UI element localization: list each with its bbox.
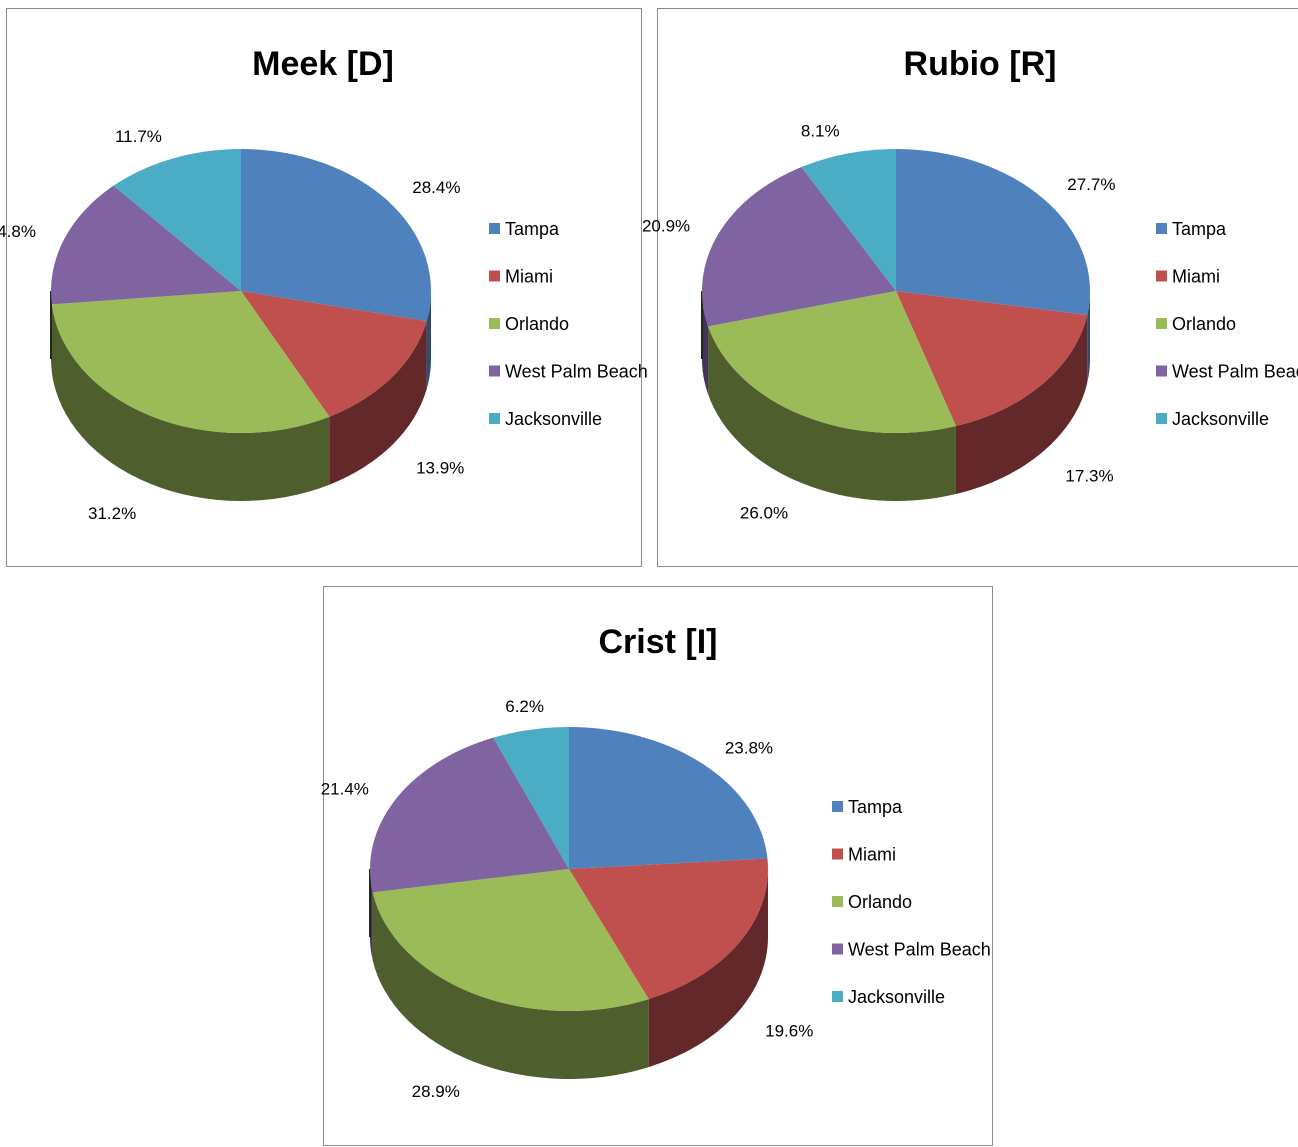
legend-label-orlando: Orlando bbox=[505, 314, 569, 334]
pie-slice-orlando bbox=[51, 291, 330, 433]
data-label-orlando: 28.9% bbox=[412, 1082, 460, 1101]
legend-label-tampa: Tampa bbox=[505, 219, 560, 239]
data-label-miami: 19.6% bbox=[765, 1022, 813, 1041]
legend-swatch-miami bbox=[1156, 270, 1167, 282]
legend: Tampa Miami Orlando West Palm Beach Jacksonv… bbox=[832, 797, 991, 1007]
pie-side-miami bbox=[955, 314, 1088, 495]
pie-side-miami bbox=[648, 869, 768, 1068]
legend-swatch-west-palm-beach bbox=[489, 365, 500, 377]
data-label-jacksonville: 11.7% bbox=[115, 127, 162, 146]
pie-side-orlando bbox=[372, 892, 649, 1079]
legend-label-tampa: Tampa bbox=[848, 797, 903, 817]
legend-label-miami: Miami bbox=[1172, 267, 1220, 287]
legend-label-orlando: Orlando bbox=[848, 892, 912, 912]
pie-slice-west-palm-beach bbox=[51, 185, 242, 305]
pie-slice-tampa bbox=[241, 149, 431, 322]
legend-label-west-palm-beach: West Palm Beach bbox=[505, 362, 648, 382]
data-label-miami: 13.9% bbox=[416, 459, 464, 478]
legend-label-orlando: Orlando bbox=[1172, 314, 1236, 334]
pie-side-tampa bbox=[1087, 291, 1090, 383]
data-label-west-palm-beach: 21.4% bbox=[321, 779, 369, 798]
legend-swatch-west-palm-beach bbox=[832, 943, 843, 955]
data-label-miami: 17.3% bbox=[1065, 467, 1113, 486]
pie-slice-tampa bbox=[569, 727, 768, 869]
chart-title: Crist [I] bbox=[599, 623, 718, 661]
pie-chart-meek: 28.4% 13.9% 31.2% 14.8% 11.7% Meek [D] Tampa Mi… bbox=[0, 45, 648, 523]
legend-label-jacksonville: Jacksonville bbox=[505, 409, 602, 429]
chart-panel-meek: 28.4% 13.9% 31.2% 14.8% 11.7% Meek [D] Tampa Mi… bbox=[0, 8, 648, 567]
pie-slice-miami bbox=[569, 858, 768, 1000]
legend-swatch-orlando bbox=[832, 896, 843, 907]
legend-label-west-palm-beach: West Palm Beach bbox=[848, 940, 991, 960]
legend-swatch-orlando bbox=[1156, 318, 1167, 329]
legend-label-west-palm-beach: West Palm Beach bbox=[1172, 362, 1298, 382]
pie-slice-miami bbox=[896, 291, 1088, 427]
pie-side-miami bbox=[329, 321, 427, 485]
pie-slice-orlando bbox=[708, 291, 956, 433]
legend-swatch-jacksonville bbox=[489, 413, 500, 424]
pie-chart-crist: 23.8% 19.6% 28.9% 21.4% 6.2% Crist [I] Tampa Mi… bbox=[321, 623, 991, 1101]
chart-title: Rubio [R] bbox=[904, 45, 1057, 83]
legend-label-jacksonville: Jacksonville bbox=[848, 987, 945, 1007]
data-label-jacksonville: 6.2% bbox=[505, 697, 544, 716]
data-label-west-palm-beach: 14.8% bbox=[0, 222, 36, 241]
legend-swatch-jacksonville bbox=[832, 991, 843, 1002]
data-label-tampa: 23.8% bbox=[725, 738, 773, 757]
data-label-tampa: 27.7% bbox=[1067, 175, 1115, 194]
data-label-orlando: 31.2% bbox=[88, 504, 136, 523]
legend-swatch-west-palm-beach bbox=[1156, 365, 1167, 377]
legend-swatch-tampa bbox=[489, 223, 500, 234]
pie-side-tampa bbox=[426, 291, 431, 390]
data-label-west-palm-beach: 20.9% bbox=[642, 217, 690, 236]
legend-swatch-tampa bbox=[832, 801, 843, 812]
legend-label-miami: Miami bbox=[848, 845, 896, 865]
legend-swatch-tampa bbox=[1156, 223, 1167, 234]
pie-slice-orlando bbox=[372, 869, 649, 1011]
legend: Tampa Miami Orlando West Palm Beach Jacksonv… bbox=[489, 219, 648, 429]
chart-panel-crist: 23.8% 19.6% 28.9% 21.4% 6.2% Crist [I] Tampa Mi… bbox=[321, 586, 993, 1146]
chart-title: Meek [D] bbox=[252, 45, 394, 83]
legend-swatch-orlando bbox=[489, 318, 500, 329]
data-label-jacksonville: 8.1% bbox=[801, 121, 840, 140]
pie-chart-rubio: 27.7% 17.3% 26.0% 20.9% 8.1% Rubio [R] Tampa Mi… bbox=[642, 45, 1298, 522]
pie-side-orlando bbox=[51, 304, 330, 501]
pie-slice-west-palm-beach bbox=[370, 737, 569, 893]
legend-swatch-jacksonville bbox=[1156, 413, 1167, 424]
chart-panel-rubio: 27.7% 17.3% 26.0% 20.9% 8.1% Rubio [R] Tampa Mi… bbox=[642, 8, 1298, 567]
legend-label-miami: Miami bbox=[505, 267, 553, 287]
legend-label-tampa: Tampa bbox=[1172, 219, 1227, 239]
legend: Tampa Miami Orlando West Palm Beach Jacksonv… bbox=[1156, 219, 1298, 429]
pie-slice-jacksonville bbox=[801, 149, 896, 291]
pie-slice-tampa bbox=[896, 149, 1090, 315]
pie-slice-west-palm-beach bbox=[702, 166, 896, 327]
pie-slice-miami bbox=[241, 291, 427, 417]
data-label-tampa: 28.4% bbox=[412, 178, 460, 197]
legend-swatch-miami bbox=[489, 270, 500, 282]
pie-slice-jacksonville bbox=[113, 149, 241, 291]
pie-slice-jacksonville bbox=[493, 727, 569, 869]
data-label-orlando: 26.0% bbox=[740, 503, 788, 522]
pie-side-orlando bbox=[708, 326, 956, 502]
legend-label-jacksonville: Jacksonville bbox=[1172, 409, 1269, 429]
legend-swatch-miami bbox=[832, 848, 843, 860]
pie-side-west-palm-beach bbox=[702, 291, 709, 395]
